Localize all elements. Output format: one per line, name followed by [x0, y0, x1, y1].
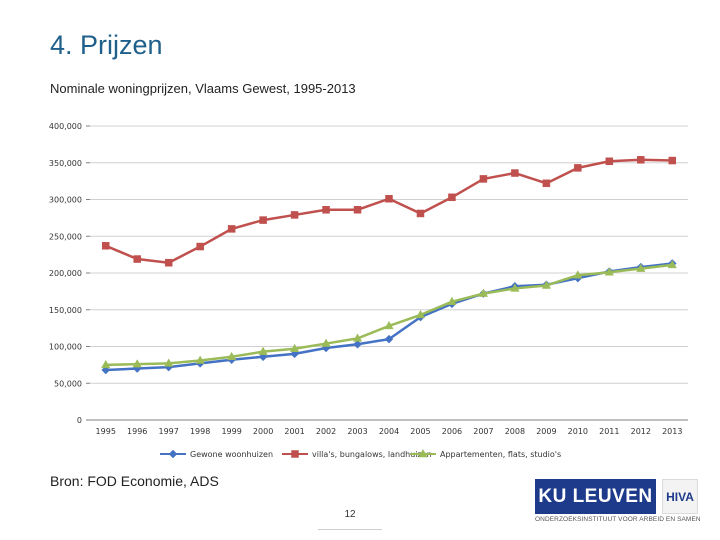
data-point: [479, 175, 488, 183]
data-point: [384, 334, 394, 344]
y-tick-label: 50,000: [54, 379, 82, 388]
data-point: [321, 338, 331, 347]
data-point: [542, 179, 551, 188]
y-tick-label: 400,000: [49, 122, 82, 131]
x-tick-label: 1996: [127, 427, 147, 436]
data-point: [164, 258, 173, 267]
x-tick-label: 2013: [662, 427, 682, 436]
data-point: [574, 164, 582, 172]
data-point: [322, 206, 330, 214]
legend-marker: [418, 448, 428, 458]
data-point: [416, 209, 425, 218]
y-tick-label: 0: [77, 416, 82, 425]
x-tick-label: 2009: [536, 427, 556, 436]
data-point: [415, 309, 426, 319]
data-point: [448, 193, 456, 202]
data-point: [132, 359, 142, 368]
x-tick-label: 1998: [190, 427, 210, 436]
data-point: [195, 355, 205, 364]
data-point: [227, 351, 237, 361]
y-tick-label: 100,000: [49, 343, 82, 352]
page-number: 12: [344, 509, 356, 520]
x-tick-label: 1999: [221, 427, 241, 436]
data-point: [259, 216, 267, 224]
data-point: [668, 156, 677, 165]
data-point: [101, 242, 110, 250]
series-line: [105, 262, 673, 372]
data-point: [667, 259, 677, 269]
series-3: [101, 259, 677, 369]
y-tick-label: 350,000: [49, 159, 82, 168]
x-tick-label: 2007: [473, 427, 493, 436]
x-tick-label: 2010: [568, 427, 588, 436]
hiva-logo: HIVA: [662, 479, 698, 514]
series-2: [101, 156, 677, 267]
legend-label: Appartementen, flats, studio's: [440, 450, 561, 459]
chart-legend: Gewone woonhuizen villa's, bungalows, lan…: [160, 448, 561, 459]
data-point: [227, 225, 236, 233]
data-point: [605, 157, 614, 166]
y-tick-label: 250,000: [49, 232, 82, 241]
x-tick-label: 2000: [253, 427, 273, 436]
legend-item: Gewone woonhuizen: [160, 449, 273, 459]
data-point: [511, 169, 519, 177]
x-tick-label: 2011: [599, 427, 619, 436]
y-tick-label: 200,000: [49, 269, 82, 278]
data-point: [541, 280, 551, 289]
legend-item: villa's, bungalows, landhuizen: [282, 450, 432, 459]
ku-leuven-logo: KU LEUVEN: [535, 479, 656, 514]
data-point: [385, 195, 393, 203]
x-tick-label: 2005: [410, 427, 430, 436]
x-tick-label: 2003: [347, 427, 367, 436]
x-tick-label: 2006: [442, 427, 462, 436]
legend-label: Gewone woonhuizen: [190, 450, 273, 459]
y-tick-label: 300,000: [49, 196, 82, 205]
data-point: [384, 320, 394, 330]
data-point: [604, 267, 614, 276]
data-point: [101, 359, 111, 369]
data-point: [353, 339, 362, 349]
data-point: [353, 206, 362, 214]
data-point: [478, 288, 489, 297]
data-point: [636, 263, 646, 272]
data-point: [289, 343, 300, 352]
slide-title: 4. Prijzen: [50, 30, 163, 60]
data-point: [258, 346, 268, 355]
legend-label: villa's, bungalows, landhuizen: [312, 450, 432, 459]
y-tick-label: 150,000: [49, 306, 82, 315]
source-note: Bron: FOD Economie, ADS: [50, 473, 219, 489]
series-line: [105, 158, 673, 264]
logo-tagline: ONDERZOEKSINSTITUUT VOOR ARBEID EN SAMEN…: [535, 516, 700, 523]
page-number-divider: [318, 529, 382, 530]
data-point: [196, 242, 204, 251]
x-tick-label: 1995: [96, 427, 116, 436]
data-point: [510, 283, 520, 292]
data-point: [573, 270, 583, 279]
data-point: [164, 358, 174, 367]
legend-marker: [291, 450, 299, 458]
series-1: [101, 259, 677, 375]
x-tick-label: 2004: [379, 427, 399, 436]
legend-marker: [168, 449, 178, 459]
legend-item: Appartementen, flats, studio's: [410, 448, 561, 459]
data-point: [352, 333, 363, 342]
data-point: [133, 255, 141, 263]
x-tick-label: 2002: [316, 427, 336, 436]
y-axis-tick-labels: 0 50,000 100,000 150,000 200,000 250,000 300,0…: [49, 122, 82, 425]
data-point: [447, 296, 457, 305]
x-tick-label: 2001: [284, 427, 304, 436]
series-lines: [101, 156, 677, 375]
data-point: [290, 211, 299, 219]
series-line: [105, 263, 673, 367]
data-point: [637, 156, 645, 164]
x-tick-label: 2008: [505, 427, 525, 436]
chart-subtitle: Nominale woningprijzen, Vlaams Gewest, 1…: [50, 81, 356, 96]
x-tick-label: 2012: [631, 427, 651, 436]
x-tick-label: 1997: [159, 427, 179, 436]
x-axis-tick-labels: 1995 1996 1997 1998 1999 2000 2001 2002 2003 2004…: [96, 427, 683, 436]
